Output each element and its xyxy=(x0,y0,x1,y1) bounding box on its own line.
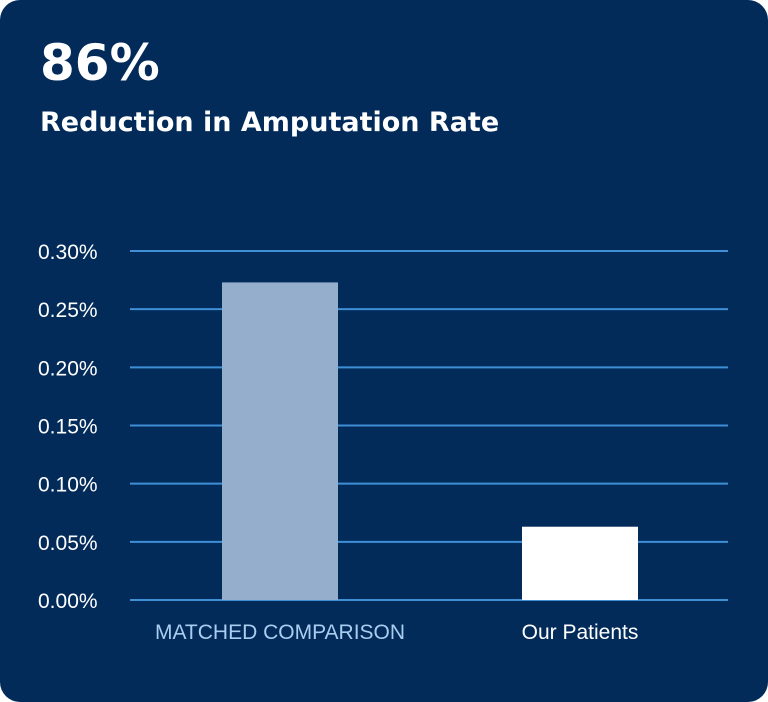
y-tick-label: 0.10% xyxy=(38,474,98,497)
y-tick-label: 0.15% xyxy=(38,416,98,439)
y-tick-label: 0.30% xyxy=(38,241,98,264)
y-tick-label: 0.00% xyxy=(38,590,98,613)
y-tick-label: 0.20% xyxy=(38,357,98,380)
category-label-our-patients: Our Patients xyxy=(522,621,639,644)
bar-our-patients xyxy=(522,526,638,600)
category-label-matched-comparison: MATCHED COMPARISON xyxy=(155,621,405,644)
bar-matched-comparison xyxy=(222,282,338,600)
y-tick-label: 0.25% xyxy=(38,299,98,322)
y-tick-label: 0.05% xyxy=(38,532,98,555)
subheadline: Reduction in Amputation Rate xyxy=(40,107,500,138)
headline-stat: 86% xyxy=(40,34,160,92)
